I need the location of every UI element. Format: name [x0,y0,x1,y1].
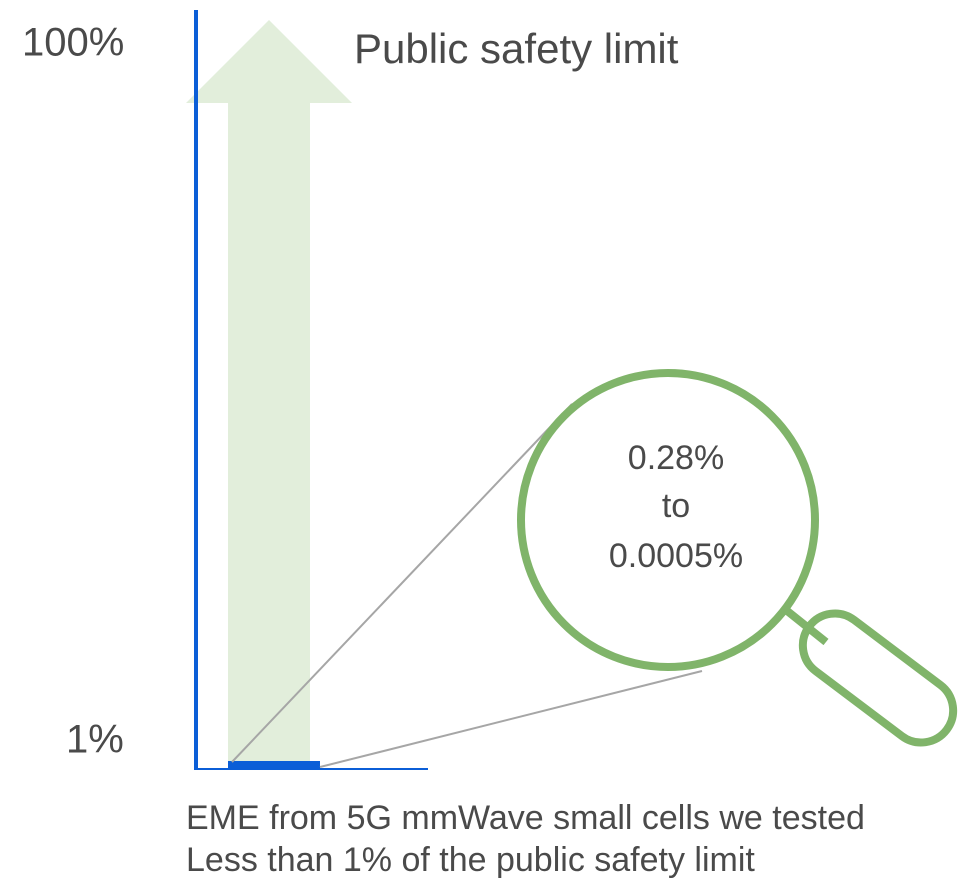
arrow-shaft [228,103,310,765]
arrow-head [186,20,352,103]
magnifier-text: to [662,487,690,525]
arrow-label: Public safety limit [354,25,679,72]
zoom-line [231,403,573,763]
axis-top-label: 100% [22,21,124,65]
magnifier-text: 0.28% [628,439,724,477]
magnifier-lens [517,369,819,671]
caption-line: EME from 5G mmWave small cells we tested [186,799,865,837]
axis-bottom-label: 1% [66,718,124,762]
caption-line: Less than 1% of the public safety limit [186,841,755,879]
magnifier-text: 0.0005% [609,537,743,575]
magnifier-handle [798,609,958,747]
zoom-line [319,670,703,768]
measured-bar [228,761,320,769]
